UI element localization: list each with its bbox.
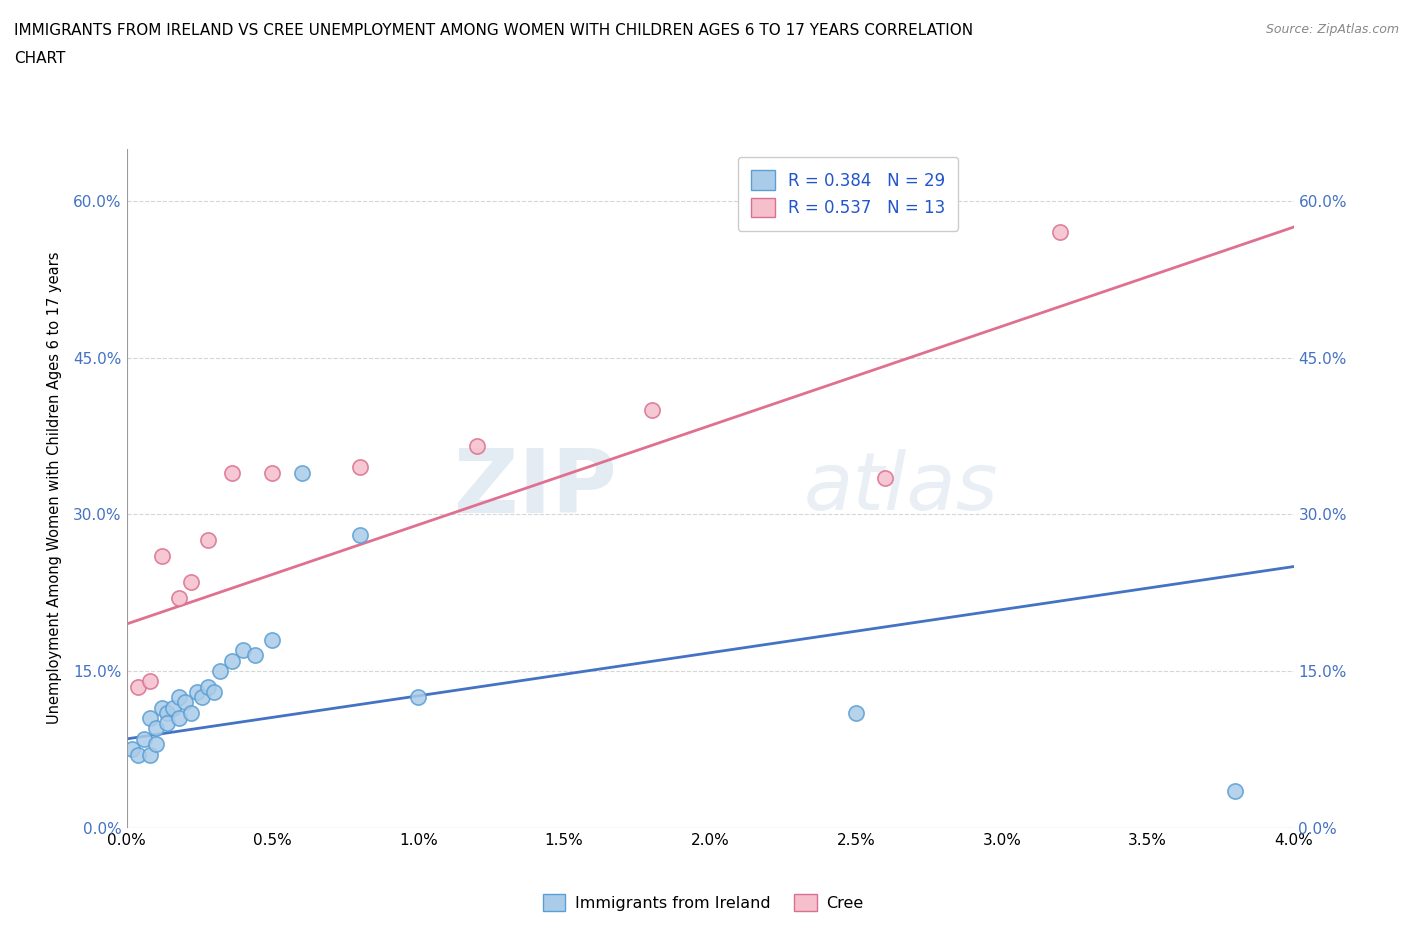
Point [1049,225,1071,240]
Point [150,549,173,564]
Point [349,460,371,475]
Point [156,716,179,731]
Point [232,643,254,658]
Point [174,695,197,710]
Point [145,721,167,736]
Point [167,711,190,725]
Point [121,742,143,757]
Point [243,648,266,663]
Legend: Immigrants from Ireland, Cree: Immigrants from Ireland, Cree [536,888,870,917]
Point [262,465,284,480]
Text: IMMIGRANTS FROM IRELAND VS CREE UNEMPLOYMENT AMONG WOMEN WITH CHILDREN AGES 6 TO: IMMIGRANTS FROM IRELAND VS CREE UNEMPLOY… [14,23,973,38]
Point [465,439,488,454]
Text: ZIP: ZIP [454,445,617,532]
Point [150,700,173,715]
Point [180,575,202,590]
Legend: R = 0.384   N = 29, R = 0.537   N = 13: R = 0.384 N = 29, R = 0.537 N = 13 [738,157,959,231]
Point [197,533,219,548]
Y-axis label: Unemployment Among Women with Children Ages 6 to 17 years: Unemployment Among Women with Children A… [46,252,62,724]
Point [186,684,208,699]
Point [127,679,149,694]
Point [139,711,162,725]
Point [197,679,219,694]
Point [875,471,897,485]
Text: atlas: atlas [803,449,998,527]
Text: CHART: CHART [14,51,66,66]
Point [156,705,179,720]
Point [139,747,162,762]
Point [290,465,312,480]
Point [145,737,167,751]
Point [262,632,284,647]
Point [167,591,190,605]
Text: Source: ZipAtlas.com: Source: ZipAtlas.com [1265,23,1399,36]
Point [191,690,214,705]
Point [132,732,155,747]
Point [208,664,231,679]
Point [641,403,664,418]
Point [221,653,243,668]
Point [349,528,371,543]
Point [202,684,225,699]
Point [1223,784,1246,799]
Point [845,705,868,720]
Point [408,690,430,705]
Point [180,705,202,720]
Point [167,690,190,705]
Point [127,747,149,762]
Point [162,700,184,715]
Point [139,674,162,689]
Point [221,465,243,480]
